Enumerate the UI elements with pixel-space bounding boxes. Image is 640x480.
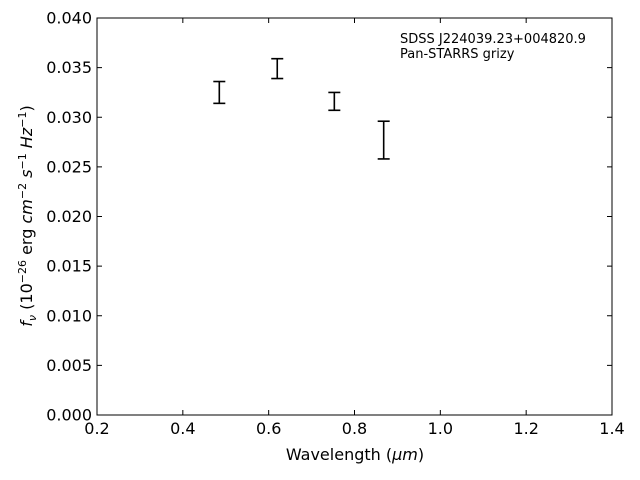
x-tick-label: 0.2 [84, 419, 109, 438]
x-tick-label: 0.4 [170, 419, 195, 438]
y-tick-label: 0.000 [46, 406, 92, 425]
error-bar-point [377, 120, 390, 160]
plot-area [96, 17, 613, 416]
x-tick-label: 1.2 [513, 419, 538, 438]
y-axis-label: fν (10−26 erg cm−2 s−1 Hz−1) [16, 105, 39, 326]
x-tick-label: 1.0 [428, 419, 453, 438]
x-tick-label: 0.8 [342, 419, 367, 438]
annotation-line-1: SDSS J224039.23+004820.9 [400, 32, 586, 47]
x-axis: 0.2 0.4 0.6 0.8 1.0 1.2 1.4 [84, 18, 625, 438]
y-tick-label: 0.010 [46, 306, 92, 325]
y-tick-label: 0.025 [46, 157, 92, 176]
x-tick-label: 1.4 [599, 419, 624, 438]
x-axis-label: Wavelength (μm) [286, 445, 424, 464]
y-tick-label: 0.030 [46, 108, 92, 127]
error-bar-point [213, 80, 226, 105]
y-tick-label: 0.035 [46, 58, 92, 77]
annotation-line-2: Pan-STARRS grizy [400, 47, 515, 62]
error-bar-point [328, 91, 341, 112]
y-tick-label: 0.040 [46, 9, 92, 28]
x-tick-label: 0.6 [256, 419, 281, 438]
y-axis: 0.000 0.005 0.010 0.015 0.020 0.025 0.030 0.035… [46, 9, 612, 425]
y-tick-label: 0.015 [46, 257, 92, 276]
error-bar-point [271, 57, 284, 80]
y-tick-label: 0.020 [46, 207, 92, 226]
error-bars [213, 57, 390, 160]
y-tick-label: 0.005 [46, 356, 92, 375]
plot-frame [96, 17, 613, 416]
